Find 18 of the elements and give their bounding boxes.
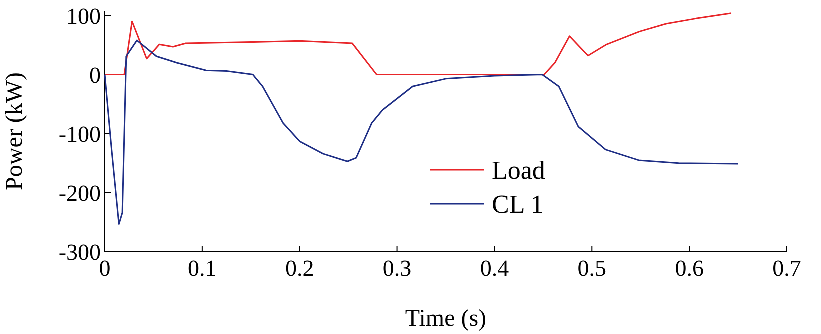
x-tick-label: 0.5 <box>578 256 607 281</box>
y-tick-label: -300 <box>58 240 101 266</box>
x-tick-label: 0.3 <box>382 256 412 281</box>
y-tick-label: 100 <box>66 4 101 29</box>
y-tick-label: 0 <box>90 62 101 88</box>
x-tick-label: 0.1 <box>188 256 217 281</box>
legend-label: CL 1 <box>492 190 544 220</box>
x-tick-label: 0.4 <box>480 256 510 281</box>
x-axis-title: Time (s) <box>405 306 487 332</box>
legend-label: Load <box>492 156 546 186</box>
y-tick-label: -200 <box>58 180 101 206</box>
y-axis-title: Power (kW) <box>2 72 28 190</box>
x-tick-label: 0.6 <box>675 256 704 281</box>
x-tick-label: 0.2 <box>285 256 314 281</box>
line-series <box>104 12 732 76</box>
y-tick-label: -100 <box>58 122 101 147</box>
x-tick-label: 0.7 <box>772 256 802 281</box>
line-series <box>104 40 740 225</box>
